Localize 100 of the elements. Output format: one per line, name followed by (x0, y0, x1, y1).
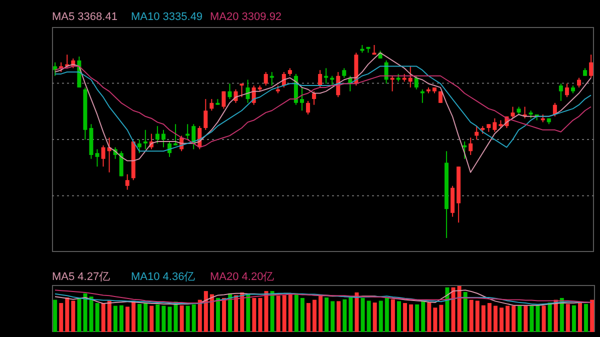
bar (500, 308, 504, 332)
bar (150, 306, 154, 332)
bar (378, 300, 383, 332)
candlestick (510, 106, 515, 119)
candlestick (589, 54, 594, 78)
bar (409, 304, 414, 332)
bar (396, 301, 401, 332)
bar (174, 302, 178, 332)
bar (578, 302, 582, 332)
candlestick (246, 79, 250, 104)
bar (53, 300, 58, 332)
bar (372, 302, 377, 332)
bar (318, 296, 323, 332)
bar (246, 294, 250, 332)
candlestick (228, 83, 232, 100)
bar (427, 302, 432, 332)
bar (360, 298, 365, 332)
bar (77, 298, 82, 332)
bar (324, 298, 329, 332)
bar (415, 304, 420, 332)
bar (264, 291, 268, 332)
candlestick (240, 83, 244, 98)
bar (536, 305, 540, 332)
text: MA5 3368.41 (52, 11, 118, 23)
candlestick (270, 72, 274, 86)
bar (366, 300, 371, 332)
bar (512, 306, 516, 332)
bar (342, 299, 347, 332)
bar (572, 305, 576, 332)
candlestick (414, 75, 418, 90)
bar (282, 295, 286, 332)
bar (144, 303, 148, 332)
bar (138, 304, 142, 332)
bar (162, 306, 166, 332)
candlestick (53, 62, 58, 76)
candlestick (552, 102, 557, 117)
candlestick (95, 148, 100, 168)
candlestick (324, 68, 328, 84)
candlestick (161, 129, 166, 148)
bar (524, 306, 528, 332)
candlestick (222, 90, 226, 110)
candlestick (300, 86, 304, 112)
bar (348, 298, 353, 332)
text: MA10 3335.49 (131, 11, 204, 23)
candlestick (492, 118, 497, 132)
bar (336, 301, 341, 332)
bar (228, 293, 232, 332)
candlestick (408, 66, 412, 88)
bar (125, 306, 130, 332)
bar (101, 303, 106, 332)
bar (198, 300, 202, 332)
bar (95, 303, 100, 332)
candlestick (462, 141, 467, 160)
bar (89, 296, 94, 332)
bar (71, 300, 76, 332)
series-label: MA10 4.36亿 (131, 270, 196, 284)
bar (306, 303, 310, 332)
bar (252, 298, 256, 332)
candlestick (577, 77, 582, 88)
candlestick (420, 88, 424, 104)
bar (390, 299, 395, 332)
bar (312, 300, 317, 332)
candlestick (155, 126, 160, 144)
bar (590, 300, 594, 332)
bar (542, 306, 546, 332)
series-label: MA20 4.20亿 (210, 270, 276, 284)
candlestick (564, 83, 569, 98)
candlestick (306, 100, 310, 115)
bar (288, 293, 292, 332)
bar (457, 286, 462, 332)
bar (258, 298, 262, 332)
bar (421, 300, 426, 332)
bar (433, 308, 438, 332)
bar (300, 298, 304, 332)
candlestick (312, 90, 316, 106)
bar (83, 293, 88, 332)
candlestick (137, 139, 142, 154)
bar (294, 293, 298, 332)
bar (475, 300, 480, 332)
bar (234, 295, 238, 332)
bar (481, 305, 486, 332)
candlestick (558, 83, 563, 102)
candlestick (264, 72, 268, 86)
bar (240, 292, 244, 332)
bar (113, 306, 118, 332)
bar (469, 300, 474, 332)
bar (204, 291, 208, 332)
candlestick (474, 126, 479, 140)
bar (156, 304, 160, 332)
bar (65, 298, 70, 332)
bar (186, 306, 190, 332)
bar (487, 303, 492, 332)
bar (584, 304, 588, 332)
candlestick (468, 137, 473, 156)
candlestick (204, 98, 208, 130)
bar (210, 294, 214, 332)
bar (222, 298, 226, 332)
candlestick (318, 70, 322, 88)
text: MA20 3309.92 (210, 11, 283, 23)
bar (168, 306, 172, 332)
